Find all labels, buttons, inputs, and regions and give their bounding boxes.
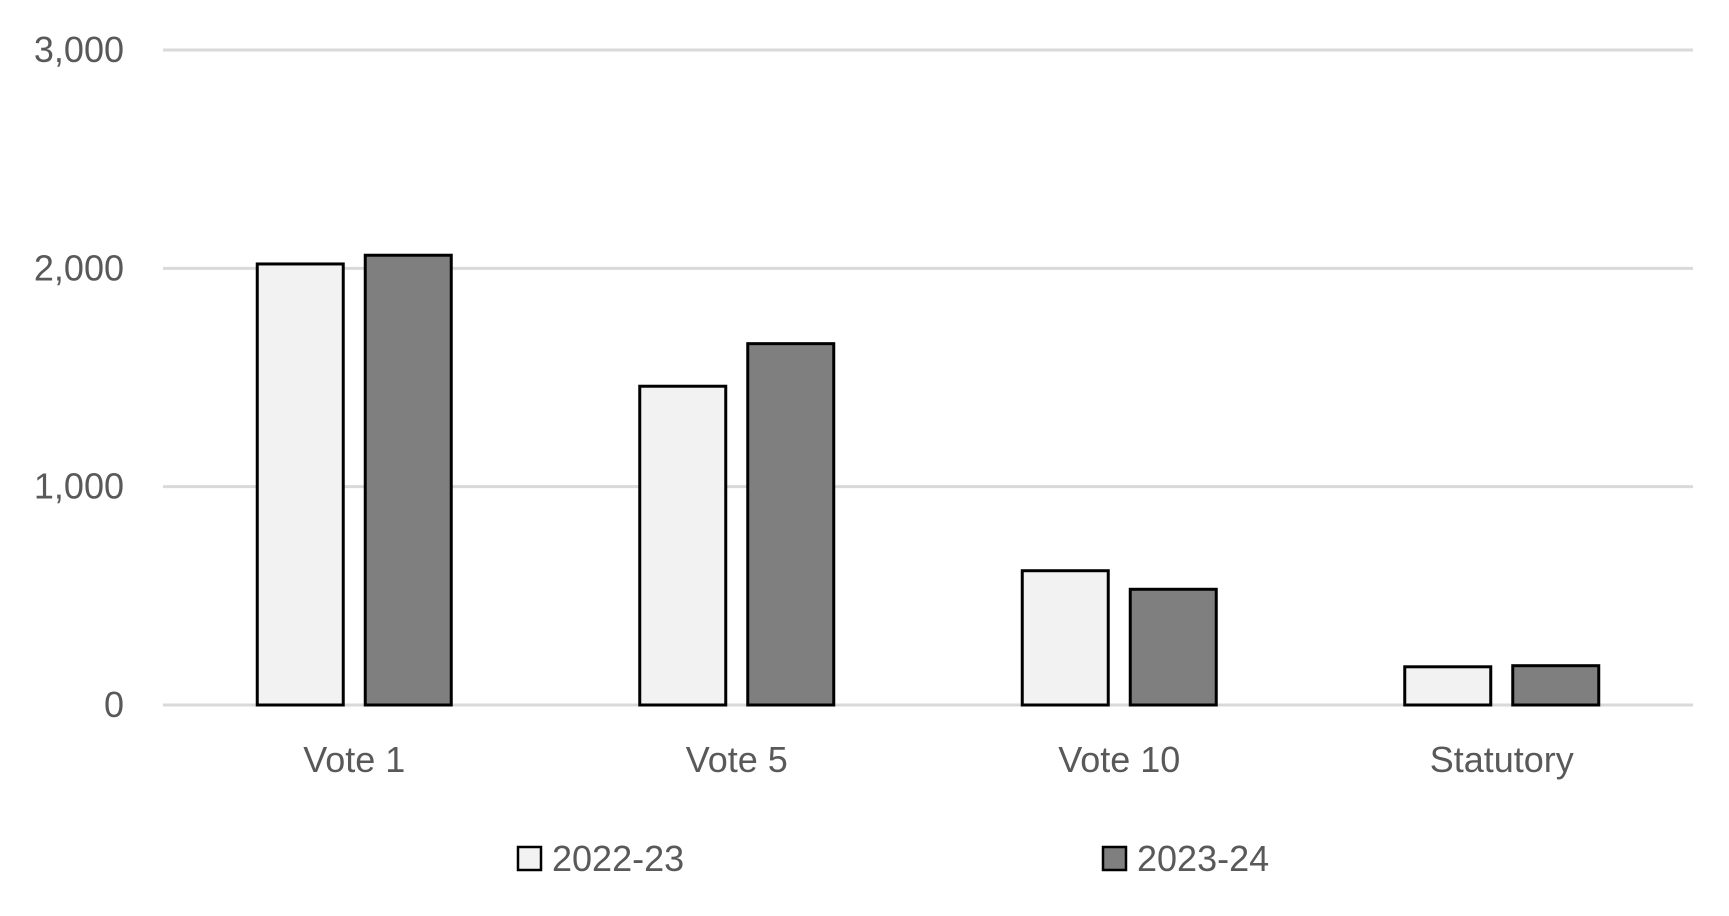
- x-category-label: Vote 5: [686, 739, 788, 780]
- x-category-label: Vote 1: [303, 739, 405, 780]
- legend: 2022-23 2023-24: [516, 838, 1269, 879]
- bar-2022-23-vote-1: [255, 262, 345, 707]
- y-tick-label: 3,000: [34, 29, 124, 70]
- legend-swatch: [516, 845, 543, 872]
- y-tick-label: 0: [104, 684, 124, 725]
- y-tick-label: 1,000: [34, 466, 124, 507]
- bar-2022-23-vote-5: [638, 384, 728, 707]
- legend-label: 2022-23: [552, 838, 684, 879]
- y-tick-label: 2,000: [34, 247, 124, 288]
- bar-2023-24-statutory: [1511, 664, 1601, 707]
- x-axis-categories: Vote 1 Vote 5 Vote 10 Statutory: [303, 739, 1574, 780]
- bar-2022-23-vote-10: [1020, 569, 1110, 707]
- x-category-label: Vote 10: [1058, 739, 1180, 780]
- y-axis-ticks: 0 1,000 2,000 3,000: [34, 29, 124, 725]
- bars: [255, 253, 1601, 707]
- legend-swatch: [1101, 845, 1128, 872]
- bar-2023-24-vote-1: [363, 253, 453, 707]
- x-category-label: Statutory: [1430, 739, 1574, 780]
- legend-label: 2023-24: [1137, 838, 1269, 879]
- bar-2023-24-vote-10: [1128, 587, 1218, 707]
- bar-2023-24-vote-5: [746, 342, 836, 707]
- bar-2022-23-statutory: [1403, 665, 1493, 707]
